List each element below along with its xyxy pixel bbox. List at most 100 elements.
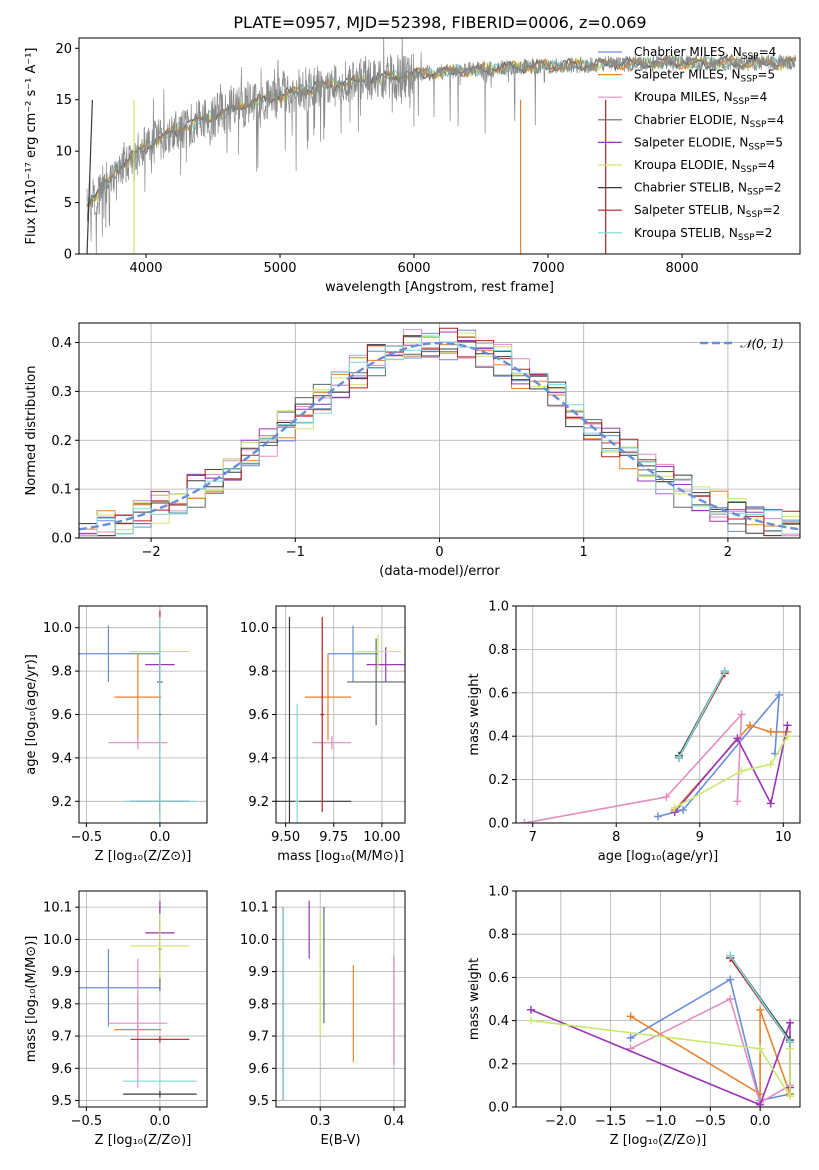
y-axis-label: Flux [fλ10⁻¹⁷ erg cm⁻² s⁻¹ A⁻¹] — [24, 48, 39, 245]
weight-series-marker — [626, 1033, 635, 1042]
x-tick-label: 9.75 — [319, 830, 348, 845]
y-tick-label: 0.4 — [488, 1014, 509, 1029]
legend-n-value: =2 — [764, 181, 782, 195]
y-axis-label: mass weight — [467, 673, 482, 755]
panel-Z_vs_weight: −2.0 −1.5 −1.0 −0.5 0.0 0.0 0.2 0.4 0.6 0.8 1.0 Z [… — [467, 885, 801, 1148]
panel-Z_vs_mass: −0.5 0.0 9.5 9.6 9.7 9.8 9.9 10.0 10.1 Z [log₁₀(Z… — [24, 890, 208, 1148]
legend-label: Chabrier STELIB, NSSP=2 — [634, 181, 782, 198]
y-tick-label: 9.6 — [51, 708, 72, 723]
legend-model-name: Chabrier MILES, N — [634, 45, 742, 59]
axes-frame — [78, 890, 208, 1108]
y-tick-label: 9.9 — [51, 965, 72, 980]
panel-Z_vs_age: −0.5 0.0 9.2 9.4 9.6 9.8 10.0 Z [log₁₀(Z/Z⊙)] ag… — [24, 605, 208, 864]
x-tick-label: 0.0 — [150, 830, 171, 845]
weight-series-marker — [766, 799, 775, 808]
x-tick-label: −0.5 — [695, 1114, 727, 1129]
x-tick-label: −2 — [142, 545, 161, 560]
weight-series-marker — [766, 760, 775, 769]
y-tick-label: 0.8 — [488, 928, 509, 943]
y-tick-label: 0.6 — [488, 686, 509, 701]
legend-label: Chabrier ELODIE, NSSP=4 — [634, 113, 784, 130]
weight-series-marker — [756, 1044, 765, 1053]
y-tick-label: 10.1 — [43, 901, 72, 916]
figure-title: PLATE=0957, MJD=52398, FIBERID=0006, z=0… — [233, 13, 646, 32]
weight-series-marker — [526, 1005, 535, 1014]
weight-series-marker — [662, 792, 671, 801]
weight-series-marker — [733, 734, 742, 743]
x-tick-label: −1.0 — [645, 1114, 677, 1129]
weight-series-marker — [783, 732, 792, 741]
x-tick-label: 10.00 — [363, 830, 400, 845]
weight-series-line — [678, 670, 726, 759]
y-tick-label: 0.6 — [488, 971, 509, 986]
legend-subscript: SSP — [741, 75, 758, 85]
weight-series-line — [630, 997, 791, 1104]
weight-series-marker — [786, 1038, 795, 1047]
y-tick-label: 0.4 — [51, 336, 72, 351]
legend-label: Kroupa STELIB, NSSP=2 — [634, 226, 772, 243]
y-tick-label: 0.2 — [488, 1057, 509, 1072]
plot-area — [86, 38, 797, 254]
weight-series-marker — [654, 812, 662, 821]
legend-subscript: SSP — [742, 52, 759, 62]
plot-area — [79, 610, 197, 823]
x-tick-label: −0.5 — [71, 1114, 103, 1129]
y-tick-label: 0.3 — [51, 385, 72, 400]
y-tick-label: 9.5 — [248, 1094, 269, 1109]
x-axis-label: age [log₁₀(age/yr)] — [598, 849, 719, 864]
legend-label: Salpeter ELODIE, NSSP=5 — [634, 135, 783, 152]
weight-series-marker — [674, 753, 683, 762]
x-axis-label: E(B-V) — [320, 1133, 360, 1148]
legend-subscript: SSP — [750, 120, 767, 130]
y-tick-label: 9.2 — [51, 795, 72, 810]
legend-model-name: Salpeter MILES, N — [634, 68, 741, 82]
legend-n-value: =5 — [757, 68, 775, 82]
weight-series-marker — [720, 667, 729, 676]
x-tick-label: −2.0 — [545, 1114, 577, 1129]
y-axis-label: Normed distribution — [24, 366, 39, 496]
legend-label: Kroupa MILES, NSSP=4 — [634, 90, 767, 107]
y-tick-label: 9.2 — [248, 795, 269, 810]
legend-n-value: =4 — [759, 45, 777, 59]
weight-series-marker — [745, 721, 754, 730]
legend-subscript: SSP — [738, 233, 755, 243]
x-tick-label: 0.0 — [750, 1114, 771, 1129]
legend-n-value: =5 — [765, 135, 783, 149]
legend-model-name: Salpeter ELODIE, N — [634, 135, 748, 149]
legend-label: Kroupa ELODIE, NSSP=4 — [634, 158, 775, 175]
y-tick-label: 0.2 — [488, 773, 509, 788]
y-tick-label: 10.1 — [240, 901, 269, 916]
x-tick-label: 0.0 — [150, 1114, 171, 1129]
legend-n-value: =2 — [763, 203, 781, 217]
weight-series-marker — [733, 797, 742, 806]
y-tick-label: 0.1 — [51, 483, 72, 498]
x-tick-label: 7 — [529, 830, 537, 845]
weight-series-line — [729, 955, 791, 1043]
plot-area — [79, 900, 197, 1098]
legend-n-value: =4 — [766, 113, 784, 127]
x-tick-label: 0 — [435, 545, 443, 560]
weight-series-marker — [737, 766, 746, 775]
weight-series-line — [630, 978, 791, 1102]
legend-n-value: =4 — [757, 158, 775, 172]
y-tick-label: 0.2 — [51, 434, 72, 449]
y-tick-label: 10.0 — [43, 933, 72, 948]
y-tick-label: 9.6 — [248, 708, 269, 723]
y-axis-label: mass [log₁₀(M/M⊙)] — [24, 936, 39, 1063]
x-tick-label: −0.5 — [71, 830, 103, 845]
x-tick-label: 0.4 — [384, 1114, 405, 1129]
weight-series-marker — [783, 721, 792, 730]
y-tick-label: 10 — [55, 145, 72, 160]
panel-age_vs_weight: 7 8 9 10 0.0 0.2 0.4 0.6 0.8 1.0 age [log₁₀(age/yr… — [467, 600, 801, 864]
y-tick-label: 0.0 — [488, 1101, 509, 1116]
plot-area — [526, 951, 795, 1107]
legend-model-name: Kroupa MILES, N — [634, 90, 733, 104]
y-tick-label: 0.8 — [488, 643, 509, 658]
x-tick-label: 8 — [612, 830, 620, 845]
x-tick-label: 6000 — [397, 261, 430, 276]
y-tick-label: 9.5 — [51, 1094, 72, 1109]
legend-label: Salpeter STELIB, NSSP=2 — [634, 203, 780, 220]
